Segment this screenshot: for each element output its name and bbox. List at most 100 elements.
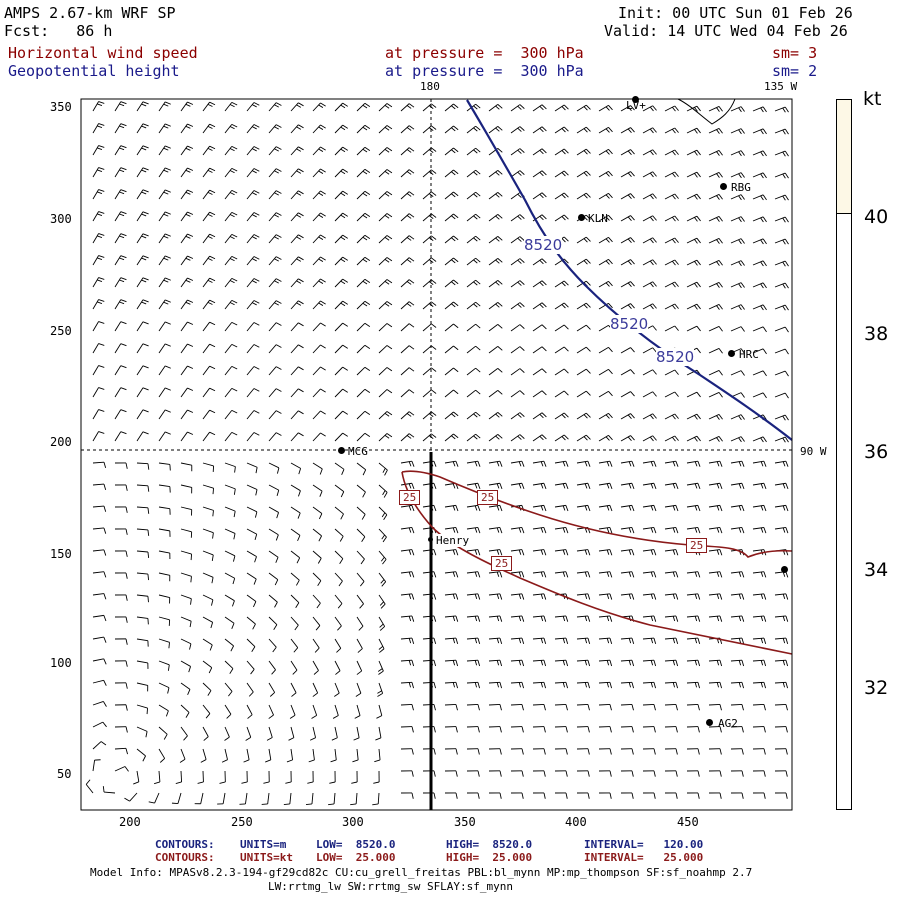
wind-barb-feather: [719, 483, 723, 490]
wind-barb-shaft: [290, 572, 300, 581]
wind-barb-feather: [298, 168, 304, 173]
wind-barb-feather: [696, 105, 701, 112]
wind-barb-feather: [386, 389, 393, 394]
wind-barb-shaft: [598, 659, 611, 662]
wind-barb-feather: [517, 259, 522, 264]
wind-barb-shaft: [290, 190, 299, 200]
wind-barb-shaft: [400, 191, 410, 200]
wind-barb-feather: [274, 601, 278, 608]
wind-barb-shaft: [290, 256, 299, 266]
wind-barb-feather: [221, 759, 228, 763]
wind-barb-feather: [386, 323, 393, 328]
wind-barb-feather: [408, 433, 415, 438]
wind-barb-feather: [694, 173, 698, 178]
wind-barb-feather: [209, 299, 216, 304]
wind-barb-feather: [583, 304, 588, 309]
wind-barb-feather: [630, 127, 635, 133]
wind-barb-feather: [473, 215, 478, 220]
wind-barb-feather: [276, 512, 279, 519]
wind-barb-feather: [320, 432, 326, 437]
wind-barb-shaft: [378, 169, 388, 178]
wind-barb-shaft: [180, 682, 191, 690]
wind-barb-feather: [428, 413, 434, 418]
wind-barb-feather: [433, 615, 437, 622]
wind-barb-shaft: [290, 748, 294, 760]
wind-barb-feather: [384, 412, 390, 417]
wind-barb-feather: [433, 748, 436, 755]
wind-barb-shaft: [686, 149, 698, 156]
wind-barb-feather: [608, 369, 613, 375]
wind-barb-feather: [540, 461, 544, 467]
wind-barb-shaft: [268, 300, 277, 310]
wind-barb-shaft: [311, 792, 314, 804]
wind-barb-shaft: [92, 343, 99, 354]
wind-barb-shaft: [620, 149, 631, 156]
wind-barb-feather: [411, 483, 415, 490]
wind-barb-feather: [411, 549, 415, 556]
wind-barb-shaft: [136, 462, 149, 465]
wind-barb-feather: [517, 435, 522, 440]
wind-barb-feather: [97, 279, 103, 282]
wind-barb-feather: [760, 593, 764, 600]
wind-barb-feather: [274, 258, 279, 262]
wind-barb-feather: [628, 682, 631, 688]
wind-barb-shaft: [774, 128, 786, 134]
wind-barb-feather: [428, 193, 434, 198]
wind-barb-shaft: [355, 792, 358, 805]
wind-barb-shaft: [752, 681, 765, 684]
wind-barb-feather: [357, 648, 363, 653]
wind-barb-feather: [231, 365, 238, 370]
wind-barb-feather: [760, 616, 764, 622]
wind-barb-feather: [499, 615, 503, 622]
wind-barb-feather: [782, 638, 786, 644]
wind-barb-feather: [718, 260, 723, 266]
wind-barb-feather: [539, 215, 544, 221]
wind-barb-feather: [187, 689, 191, 696]
wind-barb-feather: [496, 682, 499, 688]
wind-barb-feather: [782, 261, 786, 267]
wind-barb-shaft: [136, 211, 144, 222]
wind-barb-feather: [518, 505, 522, 511]
wind-barb-feather: [338, 580, 343, 587]
wind-barb-feather: [408, 213, 415, 218]
wind-barb-feather: [318, 258, 324, 262]
wind-barb-shaft: [510, 703, 523, 706]
wind-barb-feather: [296, 104, 302, 108]
wind-barb-shaft: [158, 343, 166, 354]
wind-barb-feather: [473, 237, 478, 242]
wind-barb-feather: [188, 666, 191, 673]
wind-barb-feather: [628, 660, 632, 666]
wind-barb-feather: [298, 278, 304, 283]
wind-barb-shaft: [312, 410, 321, 420]
wind-barb-shaft: [444, 549, 456, 552]
wind-barb-shaft: [312, 124, 321, 134]
wind-barb-feather: [763, 748, 766, 755]
wind-barb-shaft: [620, 460, 632, 464]
wind-barb-shaft: [356, 278, 366, 288]
wind-barb-shaft: [180, 550, 192, 555]
wind-barb-feather: [185, 213, 191, 217]
wind-barb-feather: [408, 389, 415, 394]
wind-barb-feather: [275, 344, 282, 348]
wind-barb-feather: [408, 660, 412, 666]
wind-barb-shaft: [224, 682, 233, 692]
wind-barb-feather: [497, 412, 503, 417]
wind-barb-feather: [383, 492, 388, 498]
wind-barb-feather: [697, 505, 701, 512]
wind-barb-feather: [119, 169, 125, 173]
wind-barb-shaft: [466, 235, 476, 244]
wind-barb-feather: [496, 571, 500, 577]
wind-barb-feather: [298, 190, 304, 195]
wind-barb-feather: [207, 213, 213, 217]
wind-barb-feather: [499, 660, 503, 667]
wind-barb-shaft: [466, 504, 478, 508]
wind-barb-shaft: [400, 257, 410, 266]
wind-barb-feather: [384, 192, 390, 197]
wind-barb-shaft: [576, 504, 588, 508]
wind-barb-feather: [253, 278, 260, 282]
wind-barb-feather: [762, 436, 767, 443]
wind-barb-feather: [253, 366, 260, 370]
wind-barb-feather: [652, 391, 657, 397]
wind-barb-feather: [453, 323, 459, 329]
wind-barb-shaft: [268, 572, 279, 580]
